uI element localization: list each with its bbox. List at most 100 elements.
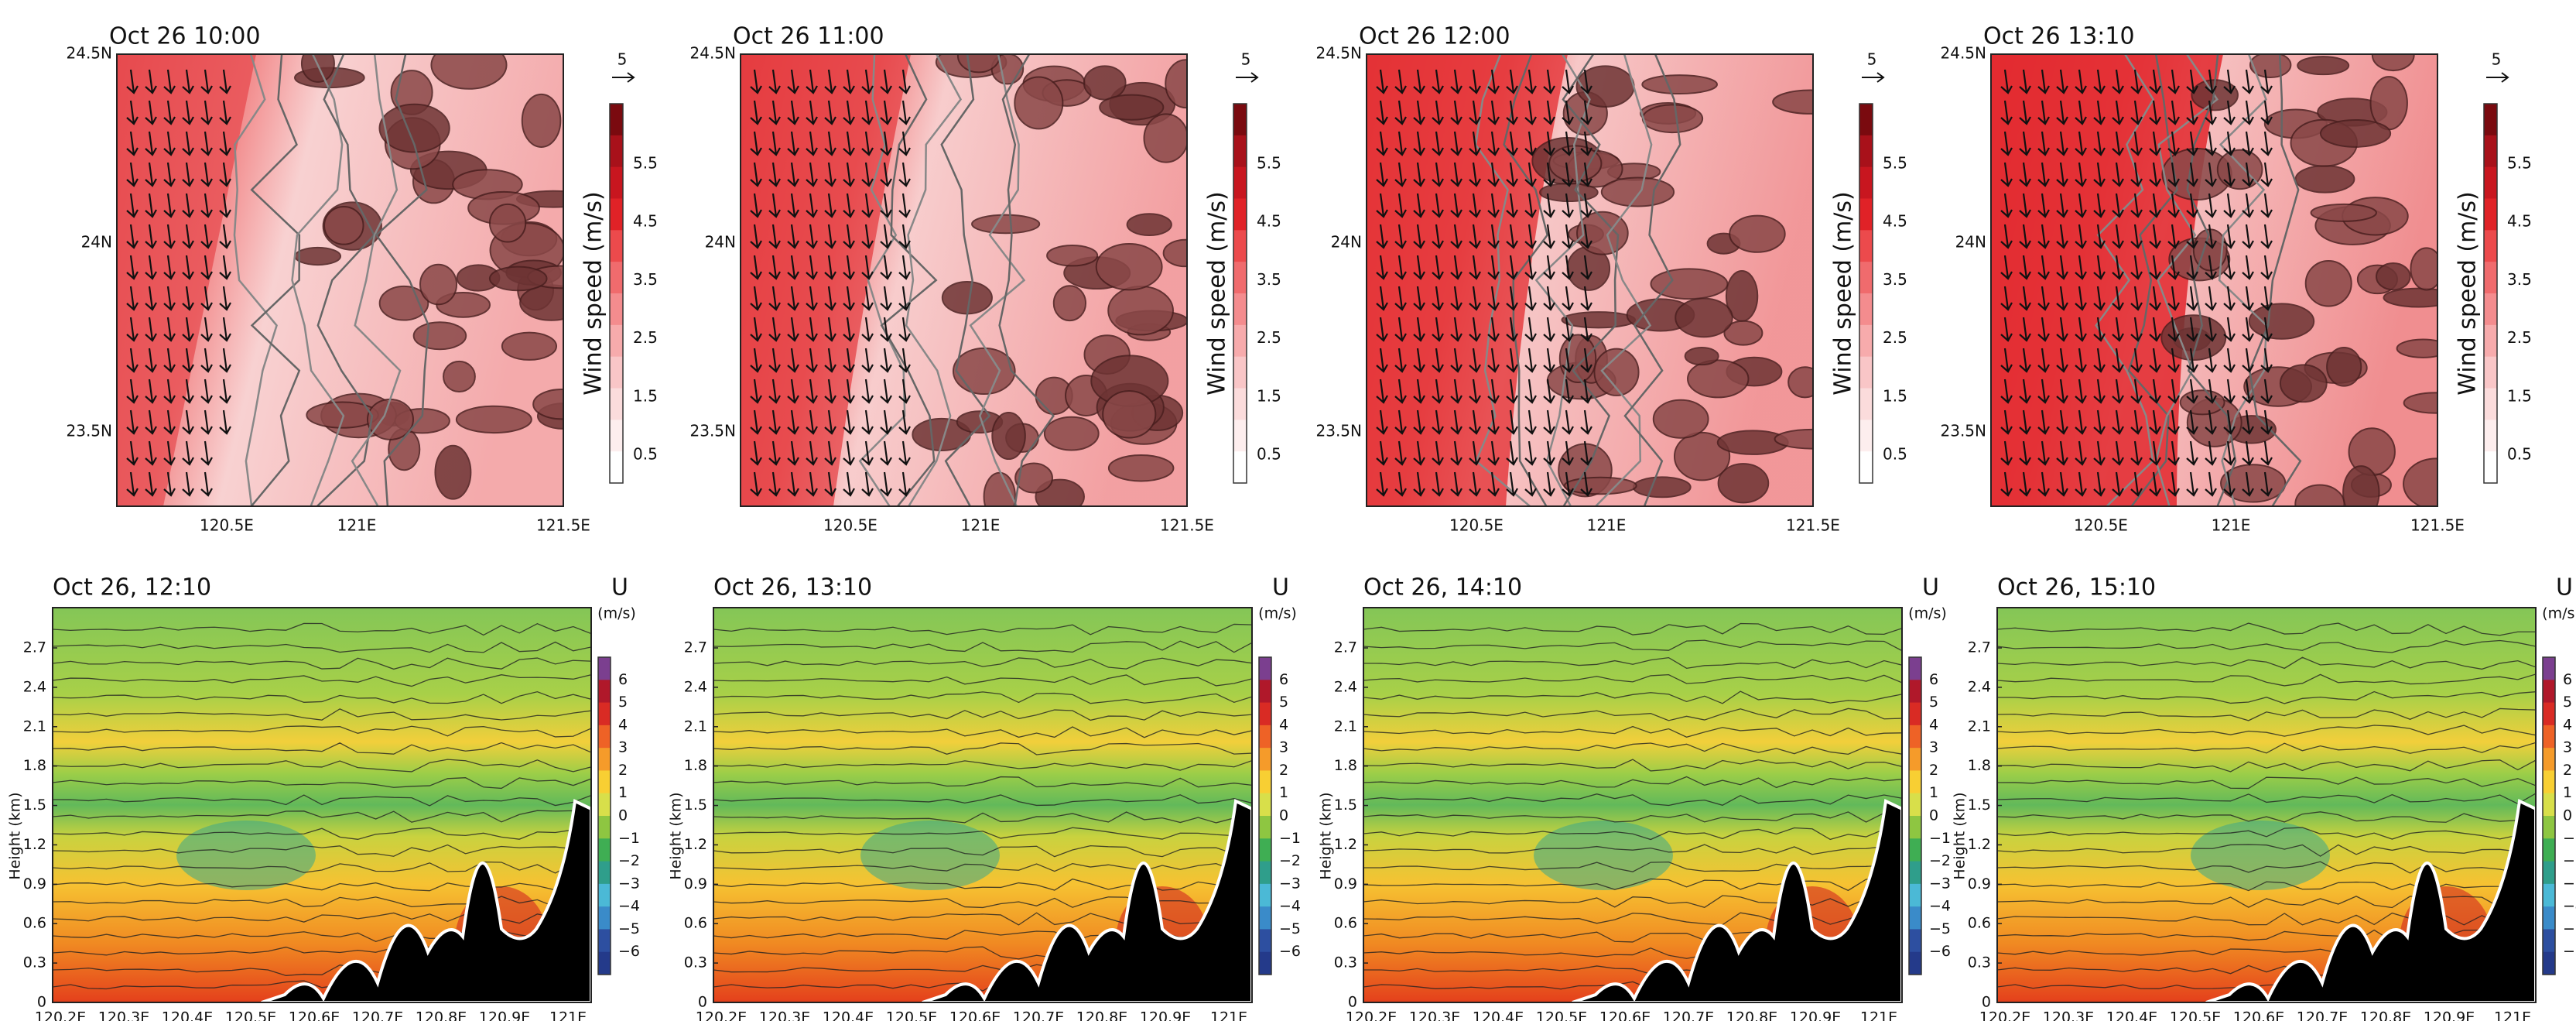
wind-vector xyxy=(2242,162,2254,187)
wind-vector xyxy=(1450,255,1462,280)
wind-vector xyxy=(1543,131,1555,156)
wind-vector xyxy=(1487,69,1500,94)
wind-vector xyxy=(145,100,157,125)
wind-vector xyxy=(2019,255,2031,280)
wind-vector xyxy=(1413,224,1425,249)
isentrope xyxy=(713,674,1252,687)
wind-vector xyxy=(145,379,157,404)
wind-vector xyxy=(2223,255,2236,280)
wind-vector xyxy=(126,379,139,404)
wind-vector xyxy=(2112,286,2124,311)
terrain-blob xyxy=(1632,476,1692,499)
wind-vector xyxy=(2037,348,2050,373)
wind-vector xyxy=(2112,131,2124,156)
wind-vector xyxy=(843,348,855,373)
y-tick-label: 0.9 xyxy=(1334,875,1357,893)
wind-vector xyxy=(2149,409,2161,435)
wind-vector xyxy=(750,440,762,466)
wind-vector xyxy=(768,286,781,311)
wind-vector xyxy=(1543,409,1555,435)
terrain-blob xyxy=(983,471,1016,506)
colorbar-bin xyxy=(1259,951,1271,975)
terrain-contour xyxy=(1534,54,1591,506)
wind-vector xyxy=(824,100,836,125)
wind-vector xyxy=(787,379,799,404)
y-tick-label: 0 xyxy=(1982,994,1991,1011)
y-tick-label: 1.5 xyxy=(684,797,707,814)
wind-vector xyxy=(1487,131,1500,156)
isentrope xyxy=(713,709,1252,721)
wind-vector xyxy=(861,286,874,311)
wind-vector xyxy=(1562,471,1574,497)
wind-vector xyxy=(787,348,799,373)
wind-vector xyxy=(806,440,818,466)
wind-vector xyxy=(898,348,911,373)
wind-vector xyxy=(1394,100,1407,125)
colorbar-bin xyxy=(1909,770,1921,794)
colorbar-bin xyxy=(2543,861,2555,885)
colorbar-unit: (m/s) xyxy=(1908,605,1947,622)
wind-vector xyxy=(163,317,176,342)
colorbar-unit: (m/s) xyxy=(2542,605,2576,622)
x-tick-label: 121E xyxy=(549,1009,587,1021)
wind-vector xyxy=(219,409,231,435)
colorbar-bin xyxy=(2543,838,2555,862)
colorbar-tick-label: 2.5 xyxy=(2507,328,2532,347)
wind-vector xyxy=(219,317,231,342)
wind-vector xyxy=(1543,193,1555,218)
colorbar-tick-label: −6 xyxy=(1929,943,1951,960)
wind-vector xyxy=(200,100,213,125)
wind-vector xyxy=(163,69,176,94)
isentrope xyxy=(1363,912,1902,926)
wind-vector xyxy=(219,379,231,404)
wind-vector xyxy=(880,286,892,311)
wind-vector xyxy=(806,409,818,435)
terrain-contour xyxy=(1503,54,1549,506)
wind-vector xyxy=(1487,193,1500,218)
terrain-blob xyxy=(434,444,472,500)
isentrope xyxy=(53,759,591,773)
isentrope xyxy=(1997,880,2536,892)
wind-vector xyxy=(1580,409,1592,435)
x-tick-label: 120.4E xyxy=(2106,1009,2157,1021)
x-tick-label: 120.5E xyxy=(1536,1009,1587,1021)
wind-vector xyxy=(2112,255,2124,280)
colorbar-bin xyxy=(598,748,611,771)
terrain-blob xyxy=(430,54,508,90)
terrain xyxy=(261,799,591,1002)
wind-vector xyxy=(200,471,213,497)
wind-vector xyxy=(2149,286,2161,311)
wind-vector xyxy=(2186,162,2198,187)
wind-vector xyxy=(200,286,213,311)
wind-vector xyxy=(2075,162,2087,187)
wind-vector xyxy=(2019,440,2031,466)
wind-vector xyxy=(768,255,781,280)
wind-vector xyxy=(126,440,139,466)
terrain-blob xyxy=(443,360,476,393)
colorbar-bin xyxy=(2543,680,2555,704)
y-tick-label: 2.7 xyxy=(23,639,46,656)
wind-vector xyxy=(1562,193,1574,218)
wind-vector xyxy=(2093,348,2106,373)
y-axis-label: Height (km) xyxy=(1952,792,1969,879)
y-tick-label: 23.5N xyxy=(67,422,113,440)
wind-vector xyxy=(843,255,855,280)
terrain-contour xyxy=(233,54,278,506)
colorbar-bin xyxy=(1259,793,1271,817)
wind-vector xyxy=(2093,69,2106,94)
wind-vector xyxy=(1543,255,1555,280)
wind-vector xyxy=(2112,100,2124,125)
isentrope xyxy=(1363,656,1902,670)
wind-vector xyxy=(750,69,762,94)
x-tick-label: 120.4E xyxy=(1473,1009,1524,1021)
colorbar-tick-label: −5 xyxy=(618,920,640,937)
wind-vector xyxy=(126,100,139,125)
wind-vector xyxy=(880,409,892,435)
wind-vector xyxy=(2056,162,2068,187)
wind-vector xyxy=(2260,162,2273,187)
wind-vector xyxy=(2093,255,2106,280)
section-panel: Oct 26, 13:10 2.7 2.4 2.1 1.8 1.5 1.2 0.9 0.6 0.3… xyxy=(668,574,1302,1021)
wind-vector xyxy=(182,471,194,497)
wind-vector xyxy=(1580,255,1592,280)
colorbar-bin xyxy=(598,951,611,975)
